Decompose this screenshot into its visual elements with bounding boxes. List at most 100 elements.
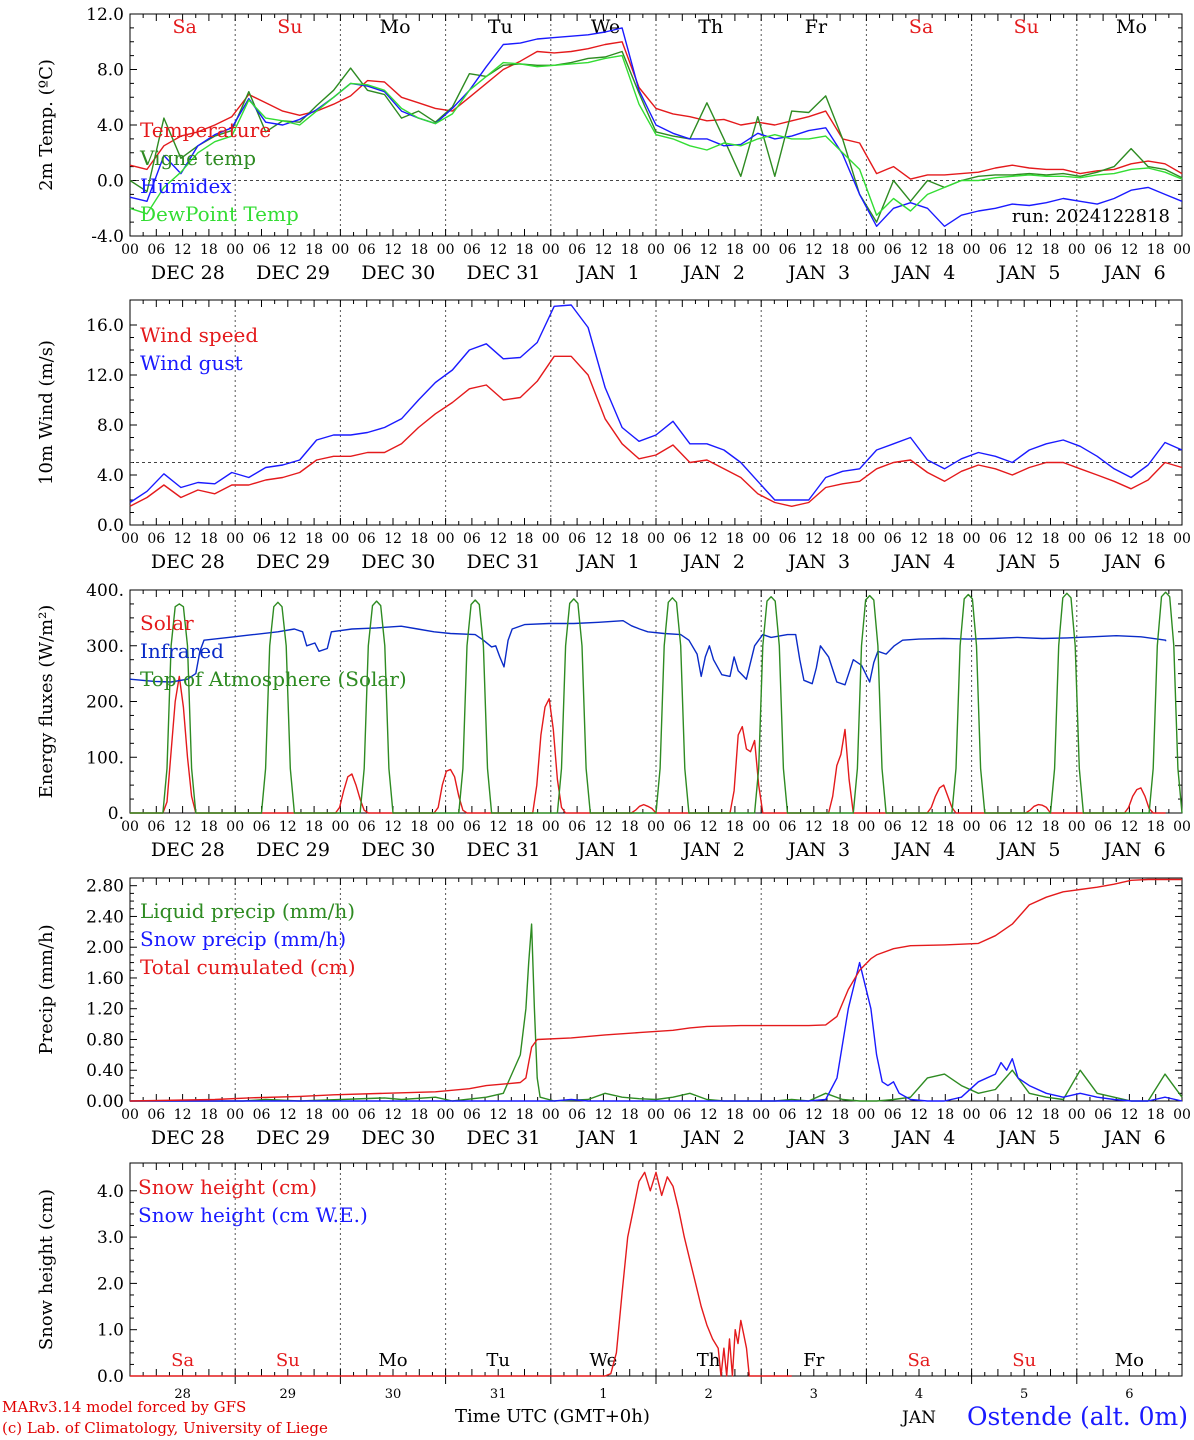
hour-label: 06 [463, 242, 481, 258]
hour-label: 06 [989, 242, 1007, 258]
series-line-total-cumulated-cm- [129, 878, 1182, 1102]
hour-label: 12 [279, 242, 297, 258]
hour-label: 12 [1120, 242, 1138, 258]
legend-entry: Top of Atmosphere (Solar) [140, 667, 407, 691]
hour-label: 06 [1094, 531, 1112, 547]
hour-label: 00 [121, 1107, 139, 1123]
y-tick-label: 300. [86, 637, 124, 657]
hour-label: 18 [831, 242, 849, 258]
legend-entry: Liquid precip (mm/h) [140, 899, 355, 923]
y-tick-label: 3.0 [97, 1228, 124, 1248]
hour-label: 06 [568, 819, 586, 835]
y-tick-label: 0.0 [97, 172, 124, 192]
hour-label: 06 [989, 531, 1007, 547]
series-line-dewpoint-temp [129, 54, 1183, 216]
date-label: DEC 29 [256, 262, 330, 284]
hour-label: 06 [884, 1107, 902, 1123]
panel-2: 0.0 4.0 8.0 12.0 16.0 10m Wind (m/s) 00 06 12 18 0… [36, 299, 1191, 573]
hour-label: 00 [437, 242, 455, 258]
weekday-label: Th [698, 16, 723, 38]
hour-label: 00 [1173, 819, 1191, 835]
hour-label: 06 [989, 819, 1007, 835]
hour-label: 06 [463, 1107, 481, 1123]
weekday-label: Fr [803, 1350, 824, 1371]
legend-entry: Vigne temp [139, 146, 256, 170]
hour-label: 06 [358, 242, 376, 258]
y-tick-label: 0.00 [86, 1092, 124, 1112]
legend-entry: Snow precip (mm/h) [140, 927, 346, 951]
weekday-label: Su [1012, 1350, 1036, 1371]
hour-label: 18 [1042, 242, 1060, 258]
hour-label: 12 [1015, 531, 1033, 547]
weekday-label: Mo [378, 1350, 407, 1371]
hour-label: 18 [621, 531, 639, 547]
date-label: JAN 1 [576, 262, 640, 284]
hour-label: 12 [910, 1107, 928, 1123]
hour-label: 18 [410, 1107, 428, 1123]
y-tick-label: -4.0 [91, 227, 124, 247]
date-label: JAN 1 [576, 551, 640, 573]
legend-entry: Snow height (cm W.E.) [138, 1203, 368, 1227]
day-number: 1 [599, 1387, 607, 1402]
weekday-label: Sa [171, 1350, 194, 1371]
date-label: JAN 3 [786, 1127, 850, 1149]
date-label: JAN 5 [996, 1127, 1060, 1149]
hour-label: 12 [805, 531, 823, 547]
hour-label: 18 [410, 531, 428, 547]
hour-label: 12 [489, 819, 507, 835]
hour-label: 00 [226, 531, 244, 547]
hour-label: 18 [200, 242, 218, 258]
series-line-wind-speed [129, 355, 1183, 507]
hour-label: 00 [857, 819, 875, 835]
y-tick-label: 0.0 [97, 516, 124, 536]
date-label: DEC 30 [361, 839, 435, 861]
legend-entry: DewPoint Temp [140, 202, 299, 226]
date-label: JAN 4 [891, 262, 955, 284]
hour-label: 12 [805, 819, 823, 835]
date-label: JAN 3 [786, 551, 850, 573]
hour-label: 18 [621, 1107, 639, 1123]
y-tick-label: 2.80 [86, 877, 124, 897]
y-tick-label: 400. [86, 581, 124, 601]
hour-label: 12 [1120, 1107, 1138, 1123]
series-line-solar [130, 675, 1166, 814]
x-axis-title: Time UTC (GMT+0h) [455, 1406, 650, 1427]
hour-label: 12 [1120, 819, 1138, 835]
day-number: 29 [280, 1387, 297, 1402]
legend-entry: Solar [140, 611, 194, 635]
hour-label: 18 [831, 531, 849, 547]
hour-label: 06 [673, 242, 691, 258]
hour-label: 06 [1094, 242, 1112, 258]
hour-label: 00 [331, 1107, 349, 1123]
hour-label: 12 [805, 1107, 823, 1123]
day-number: 3 [810, 1387, 818, 1402]
hour-label: 12 [700, 242, 718, 258]
hour-label: 00 [647, 1107, 665, 1123]
hour-label: 18 [726, 531, 744, 547]
y-tick-label: 8.0 [97, 416, 124, 436]
hour-label: 12 [279, 1107, 297, 1123]
hour-label: 00 [1068, 531, 1086, 547]
day-number: 28 [174, 1387, 191, 1402]
day-number: 4 [915, 1387, 923, 1402]
date-label: JAN 5 [996, 839, 1060, 861]
legend-entry: Wind gust [140, 351, 243, 375]
day-number: 5 [1020, 1387, 1028, 1402]
hour-label: 06 [1094, 1107, 1112, 1123]
hour-label: 06 [779, 242, 797, 258]
date-label: JAN 6 [1102, 551, 1166, 573]
hour-label: 06 [358, 819, 376, 835]
hour-label: 12 [174, 819, 192, 835]
hour-label: 18 [831, 1107, 849, 1123]
hour-label: 00 [437, 531, 455, 547]
y-axis-label: Snow height (cm) [36, 1189, 57, 1350]
hour-label: 00 [121, 242, 139, 258]
hour-label: 12 [594, 819, 612, 835]
y-tick-label: 4.0 [97, 1182, 124, 1202]
hour-label: 00 [1173, 1107, 1191, 1123]
date-label: DEC 29 [256, 839, 330, 861]
date-label: DEC 29 [256, 1127, 330, 1149]
hour-label: 06 [463, 819, 481, 835]
hour-label: 00 [647, 531, 665, 547]
hour-label: 00 [752, 242, 770, 258]
